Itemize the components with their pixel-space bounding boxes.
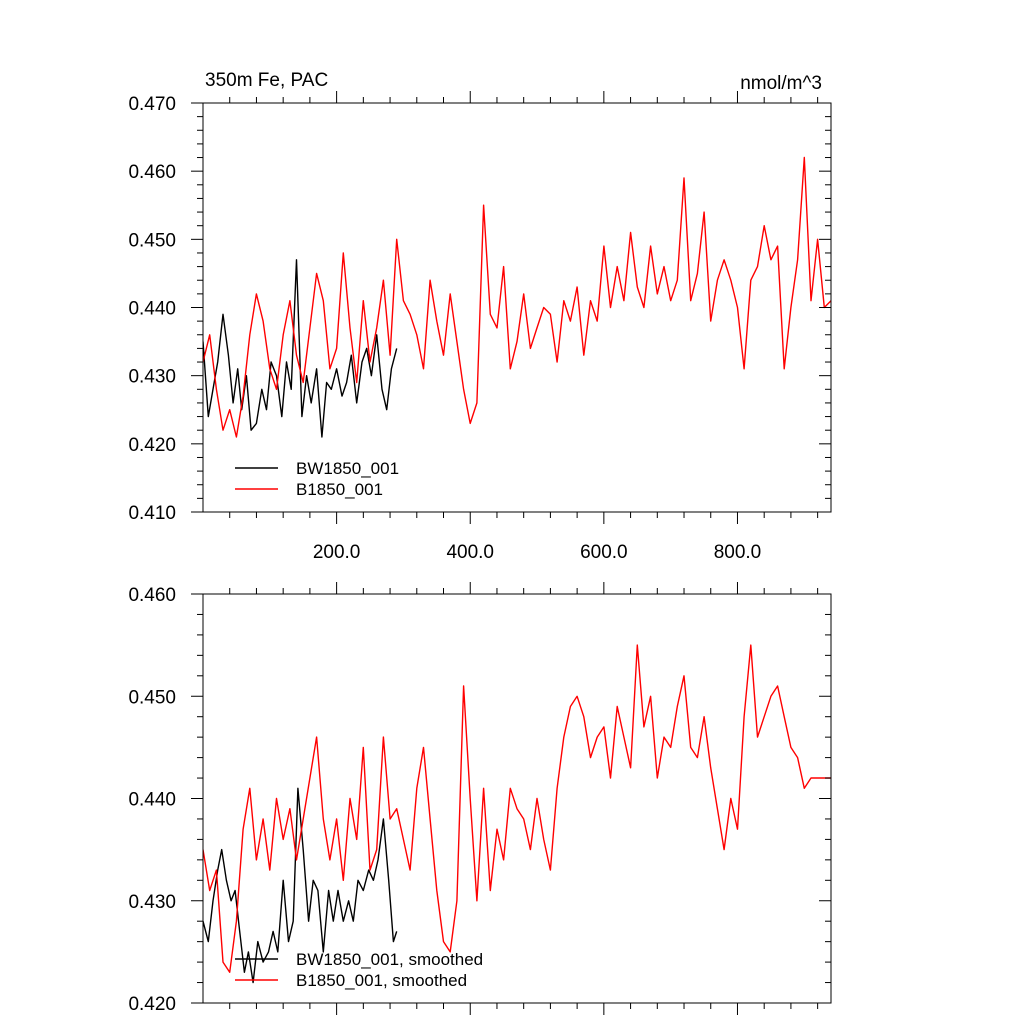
series-line-bw1850 xyxy=(203,259,398,438)
chart-title-left: 350m Fe, PAC xyxy=(205,70,328,91)
series-line-b1850 xyxy=(203,156,831,438)
y-tick-label: 0.430 xyxy=(128,892,176,913)
y-tick-label: 0.410 xyxy=(128,503,176,524)
chart-units-label: nmol/m^3 xyxy=(740,73,822,94)
legend-label: B1850_001, smoothed xyxy=(296,971,467,990)
x-tick-label: 600.0 xyxy=(580,542,628,563)
y-tick-label: 0.460 xyxy=(128,162,176,183)
bottom-panel: 0.420 0.430 0.440 0.450 0.460 BW1850_001, smo… xyxy=(128,582,832,1015)
legend-label: B1850_001 xyxy=(296,480,383,499)
top-panel: 0.410 0.420 0.430 0.440 0.450 0.460 0.470 200.0… xyxy=(128,70,832,563)
legend-label: BW1850_001, smoothed xyxy=(296,950,483,969)
legend-label: BW1850_001 xyxy=(296,459,399,478)
y-tick-label: 0.430 xyxy=(128,367,176,388)
y-tick-label: 0.420 xyxy=(128,994,176,1015)
y-tick-label: 0.420 xyxy=(128,435,176,456)
y-tick-label: 0.460 xyxy=(128,585,176,606)
series-line-bw1850 xyxy=(203,787,398,984)
y-tick-label: 0.440 xyxy=(128,299,176,320)
y-tick-label: 0.470 xyxy=(128,94,176,115)
x-tick-label: 400.0 xyxy=(446,542,494,563)
y-tick-label: 0.450 xyxy=(128,687,176,708)
series-line-b1850 xyxy=(203,644,831,973)
x-tick-label: 800.0 xyxy=(714,542,762,563)
y-tick-label: 0.450 xyxy=(128,230,176,251)
x-tick-label: 200.0 xyxy=(313,542,361,563)
y-tick-label: 0.440 xyxy=(128,790,176,811)
